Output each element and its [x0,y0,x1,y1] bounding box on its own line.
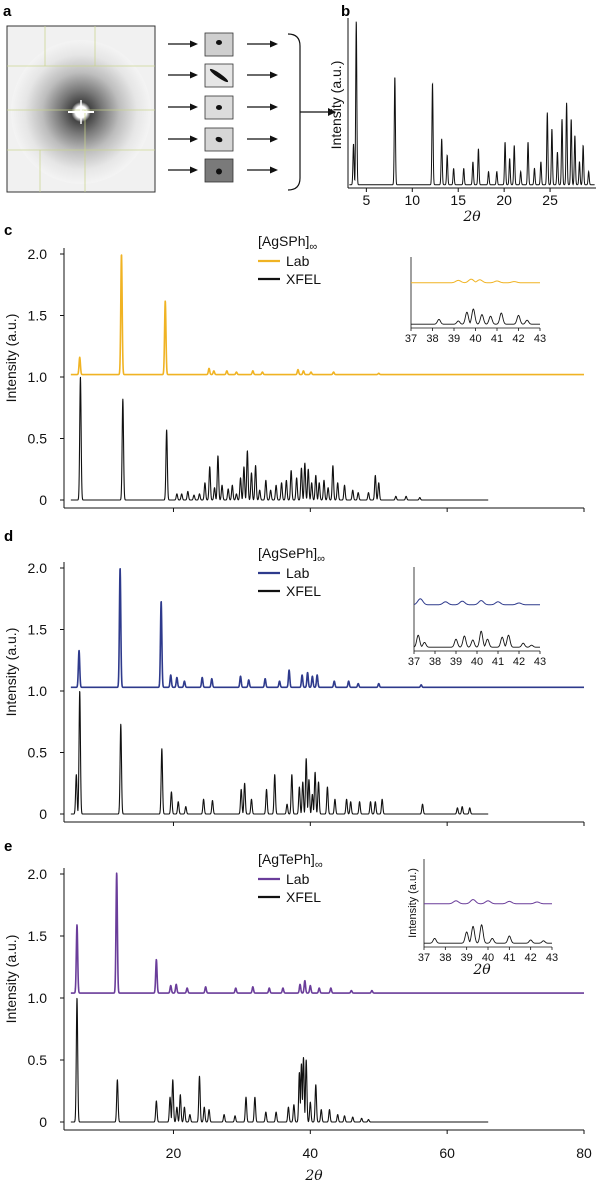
e-compound-label: [AgTePh]∞ [258,851,323,871]
e-inset-x-tick-label: 40 [482,952,494,964]
bragg-spot-thumbnails [168,32,278,183]
thumbnail-2 [204,63,234,88]
d-inset-lab-line [413,598,540,606]
b-x-tick-label: 20 [496,192,512,208]
d-inset-x-tick-label: 37 [408,656,420,668]
e-inset-x-tick-label: 37 [418,952,430,964]
b-x-tick-label: 10 [405,192,421,208]
d-inset-x-tick-label: 41 [492,656,504,668]
bracket [287,33,301,191]
c-legend-xfel: XFEL [286,271,321,287]
c-y-tick-label: 0 [39,492,47,508]
c-legend-lab: Lab [286,253,310,269]
e-legend-lab: Lab [286,871,310,887]
e-y-tick-label: 0 [39,1114,47,1130]
d-y-tick-label: 0.5 [28,745,48,761]
c-inset-x-tick-label: 41 [491,333,503,345]
c-inset-x-tick-label: 37 [405,333,417,345]
e-panel-label: e [4,838,12,855]
panel-e-chart: e 0 0.5 1.0 1.5 2.0 20 40 60 80 2θ Intensity (a.u.)… [3,838,592,1184]
e-inset-y-axis-label: Intensity (a.u.) [407,868,419,938]
e-series-xfel [70,997,489,1123]
b-x-tick-label: 25 [542,192,558,208]
d-series-lab [70,567,585,689]
c-inset-x-tick-label: 38 [426,333,438,345]
e-inset-lab-line [424,899,552,905]
e-x-tick-label: 80 [576,1145,592,1161]
c-compound-label: [AgSPh]∞ [258,233,317,253]
b-pattern-line [349,21,595,186]
c-panel-label: c [4,222,12,239]
d-inset-x-tick-label: 43 [534,656,546,668]
e-y-tick-label: 1.5 [28,928,48,944]
d-y-tick-label: 0 [39,806,47,822]
thumbnail-1 [204,32,234,57]
panel-a-label: a [3,3,12,20]
e-inset-x-tick-label: 38 [439,952,451,964]
d-y-tick-label: 1.5 [28,622,48,638]
c-inset: 37 38 39 40 41 42 43 [405,257,546,345]
e-inset-xfel-line [424,924,552,944]
c-y-tick-label: 1.5 [28,308,48,324]
d-panel-label: d [4,528,13,545]
e-y-axis-label: Intensity (a.u.) [3,935,19,1024]
e-series-lab [70,872,585,994]
d-inset-x-tick-label: 42 [513,656,525,668]
c-y-axis-label: Intensity (a.u.) [3,314,19,403]
d-inset-xfel-line [413,630,540,648]
b-x-axis-label: 2θ [462,209,481,225]
e-legend-xfel: XFEL [286,889,321,905]
e-y-tick-label: 0.5 [28,1052,48,1068]
c-y-tick-label: 0.5 [28,431,48,447]
e-inset-x-tick-label: 41 [503,952,515,964]
thumbnail-3 [204,95,234,120]
e-x-tick-label: 60 [439,1145,455,1161]
c-y-tick-label: 2.0 [28,246,48,262]
panel-a-detector-image: a [3,3,336,193]
detector-tile-grid [7,26,155,192]
bracket-arrow-head [328,108,336,116]
b-x-tick-label: 5 [362,192,370,208]
d-compound-label: [AgSePh]∞ [258,545,325,565]
d-y-tick-label: 1.0 [28,683,48,699]
d-inset: 37 38 39 40 41 42 43 [408,567,546,668]
thumbnail-4 [204,127,234,152]
panel-c-chart: c 0 0.5 1.0 1.5 2.0 Intensity (a.u.) [AgSPh]∞La… [3,222,585,512]
d-legend-lab: Lab [286,565,310,581]
panel-d-chart: d 0 0.5 1.0 1.5 2.0 Intensity (a.u.) [AgSePh]∞L… [3,528,585,826]
c-series-xfel [70,376,489,501]
c-y-tick-label: 1.0 [28,369,48,385]
c-inset-x-tick-label: 40 [469,333,481,345]
panel-b-chart: b 5 10 15 20 25 Intensity (a.u.) 2θ [328,3,596,225]
e-y-tick-label: 1.0 [28,990,48,1006]
e-inset-x-tick-label: 42 [525,952,537,964]
b-x-tick-label: 15 [450,192,466,208]
e-x-axis-label: 2θ [304,1168,323,1184]
d-legend-xfel: XFEL [286,583,321,599]
e-inset-x-axis-label: 2θ [472,962,491,978]
e-inset-x-tick-label: 43 [546,952,558,964]
c-series-lab [70,254,585,376]
d-y-tick-label: 2.0 [28,560,48,576]
e-inset: 37 38 39 40 41 42 43 Intensity (a.u.) 2θ [407,859,558,978]
c-inset-x-tick-label: 43 [534,333,546,345]
panel-b-label: b [341,3,350,20]
d-series-xfel [70,691,489,815]
c-inset-xfel-line [411,308,540,325]
c-inset-x-tick-label: 42 [512,333,524,345]
c-inset-x-tick-label: 39 [448,333,460,345]
e-inset-x-tick-label: 39 [461,952,473,964]
d-y-axis-label: Intensity (a.u.) [3,628,19,717]
e-y-tick-label: 2.0 [28,866,48,882]
b-y-axis-label: Intensity (a.u.) [328,61,344,150]
d-inset-x-tick-label: 38 [429,656,441,668]
d-inset-x-tick-label: 40 [471,656,483,668]
c-inset-lab-line [411,278,540,284]
e-x-tick-label: 20 [166,1145,182,1161]
e-x-tick-label: 40 [303,1145,319,1161]
d-inset-x-tick-label: 39 [450,656,462,668]
thumbnail-5 [204,158,234,183]
